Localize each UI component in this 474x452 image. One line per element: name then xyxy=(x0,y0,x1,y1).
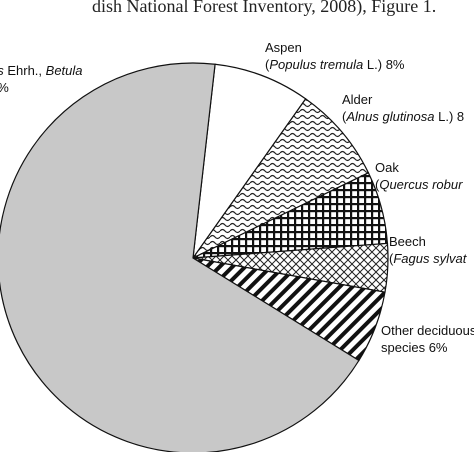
slice-label-1-segment: ( xyxy=(342,109,347,124)
pie-slice-5 xyxy=(0,62,360,452)
slice-label-0: Aspen (Populus tremula L.) 8% xyxy=(265,40,405,72)
slice-label-2-segment: Quercus robur xyxy=(379,177,463,192)
slice-label-3-segment: ( xyxy=(389,251,394,266)
pie-labels: Aspen (Populus tremula L.) 8%Alder (Alnus … xyxy=(0,40,474,355)
slice-label-1: Alder (Alnus glutinosa L.) 8 xyxy=(342,92,464,124)
slice-label-2: Oak (Quercus robur xyxy=(375,160,463,192)
slice-label-3: Beech (Fagus sylvat xyxy=(389,234,468,266)
slice-label-1-segment: Alnus glutinosa xyxy=(345,109,434,124)
pie-slices xyxy=(0,62,389,452)
slice-label-2-segment: ( xyxy=(375,177,380,192)
slice-label-4-segment: Other deciduous xyxy=(381,323,474,338)
pie-slice-0 xyxy=(192,63,307,259)
slice-label-3-segment: Fagus sylvat xyxy=(393,251,467,266)
pie-slice-1 xyxy=(192,98,370,259)
slice-label-4: Other deciduous species 6% xyxy=(381,323,474,355)
slice-label-0-segment: L.) 8% xyxy=(363,57,405,72)
slice-label-5-segment: Ehrh., xyxy=(4,63,46,78)
slice-label-1-segment: Alder xyxy=(342,92,373,107)
slice-label-5-segment: 8% xyxy=(0,80,9,95)
slice-label-3-segment: Beech xyxy=(389,234,426,249)
slice-label-0-segment: Aspen xyxy=(265,40,302,55)
slice-label-5-segment: ns xyxy=(0,63,4,78)
document-header-text: dish National Forest Inventory, 2008), F… xyxy=(92,0,436,17)
slice-label-1-segment: L.) 8 xyxy=(435,109,465,124)
slice-label-5-segment: Betula xyxy=(46,63,83,78)
slice-label-2-segment: Oak xyxy=(375,160,399,175)
slice-label-5: ns Ehrh., Betula 8% xyxy=(0,63,83,95)
slice-label-0-segment: ( xyxy=(265,57,270,72)
slice-label-4-segment: species 6% xyxy=(381,340,448,355)
slice-label-0-segment: Populus tremula xyxy=(269,57,363,72)
